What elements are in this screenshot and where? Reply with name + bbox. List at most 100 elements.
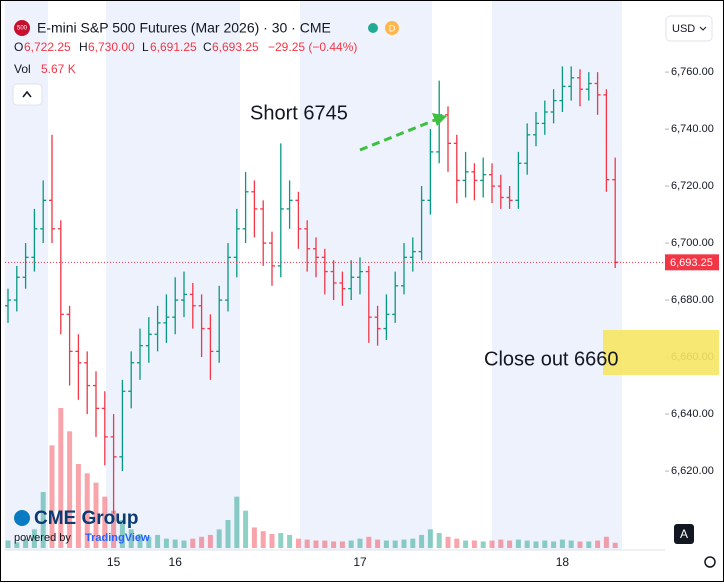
volume-bar bbox=[31, 529, 37, 548]
volume-bar bbox=[234, 496, 240, 548]
volume-bar bbox=[278, 533, 284, 548]
volume-bar bbox=[49, 445, 55, 548]
status-dot bbox=[368, 23, 378, 33]
ohlc-label: L bbox=[142, 40, 149, 54]
ohlc-label: H bbox=[79, 40, 88, 54]
volume-bar bbox=[515, 539, 521, 548]
volume-bar bbox=[533, 541, 539, 548]
volume-bar bbox=[251, 527, 257, 548]
volume-bar bbox=[577, 541, 583, 548]
volume-bar bbox=[331, 541, 337, 548]
volume-bar bbox=[75, 464, 81, 548]
annotation: Short 6745 bbox=[250, 102, 348, 124]
x-tick-label: 16 bbox=[169, 555, 183, 569]
volume-bar bbox=[243, 510, 249, 548]
x-tick-label: 17 bbox=[353, 555, 367, 569]
volume-bar bbox=[383, 540, 389, 548]
currency-label: USD bbox=[672, 23, 695, 35]
collapse-button[interactable] bbox=[12, 83, 43, 106]
volume-bar bbox=[348, 540, 354, 548]
volume-bar bbox=[207, 534, 213, 548]
volume-bar bbox=[84, 473, 90, 548]
volume-bar bbox=[419, 534, 425, 548]
volume-bar bbox=[551, 541, 557, 548]
volume-bar bbox=[559, 539, 565, 548]
volume-bar bbox=[216, 529, 222, 548]
volume-bar bbox=[498, 539, 504, 548]
volume-bar bbox=[507, 540, 513, 548]
volume-bar bbox=[322, 540, 328, 548]
x-tick-label: 18 bbox=[556, 555, 570, 569]
currency-button[interactable] bbox=[665, 15, 713, 42]
volume-bar bbox=[489, 540, 495, 548]
volume-bar bbox=[410, 538, 416, 548]
symbol-logo bbox=[14, 20, 30, 36]
y-tick-label: 6,740.00 bbox=[671, 123, 714, 135]
ohlc-label: O bbox=[14, 40, 23, 54]
volume-bar bbox=[401, 539, 407, 548]
y-tick-label: 6,720.00 bbox=[671, 180, 714, 192]
volume-bar bbox=[463, 540, 469, 548]
volume-bar bbox=[313, 540, 319, 548]
last-price-box bbox=[665, 254, 719, 271]
symbol-title: E-mini S&P 500 Futures (Mar 2026) · 30 ·… bbox=[37, 20, 331, 36]
volume-bar bbox=[40, 492, 46, 548]
volume-bar bbox=[454, 538, 460, 548]
volume-bar bbox=[436, 533, 442, 548]
ohlc-change: −29.25 (−0.44%) bbox=[268, 40, 357, 54]
volume-bar bbox=[93, 482, 99, 548]
volume-bar bbox=[357, 538, 363, 548]
volume-bar bbox=[427, 529, 433, 548]
volume-bar bbox=[339, 541, 345, 548]
collapse-icon bbox=[22, 90, 32, 98]
volume-bar bbox=[58, 408, 64, 548]
volume-bar bbox=[287, 534, 293, 548]
y-tick-label: 6,620.00 bbox=[671, 465, 714, 477]
vol-value: 5.67 K bbox=[41, 62, 76, 76]
arrow-head bbox=[432, 113, 447, 126]
volume-bar bbox=[375, 539, 381, 548]
x-tick-label: 15 bbox=[107, 555, 121, 569]
currency-caret bbox=[699, 26, 707, 31]
auto-button[interactable] bbox=[674, 524, 694, 544]
volume-bar bbox=[471, 540, 477, 548]
volume-bar bbox=[586, 541, 592, 548]
volume-bar bbox=[524, 540, 530, 548]
session-band bbox=[492, 0, 622, 550]
y-tick-label: 6,700.00 bbox=[671, 237, 714, 249]
volume-bar bbox=[445, 536, 451, 548]
ohlc-value: 6,693.25 bbox=[212, 40, 259, 54]
y-tick-label: 6,760.00 bbox=[671, 66, 714, 78]
volume-bar bbox=[190, 538, 196, 548]
session-band bbox=[5, 0, 48, 550]
y-tick-label: 6,640.00 bbox=[671, 408, 714, 420]
volume-bar bbox=[568, 540, 574, 548]
highlight-box bbox=[603, 330, 719, 375]
volume-bar bbox=[23, 538, 29, 548]
volume-bar bbox=[155, 534, 161, 548]
settings-icon[interactable] bbox=[704, 556, 716, 568]
volume-bar bbox=[181, 540, 187, 548]
volume-bar bbox=[111, 510, 117, 548]
volume-bar bbox=[260, 531, 266, 548]
symbol-badge: 500 bbox=[17, 26, 28, 32]
vol-label: Vol bbox=[14, 62, 31, 76]
volume-bar bbox=[612, 542, 618, 548]
status-d bbox=[385, 21, 399, 35]
volume-bar bbox=[366, 536, 372, 548]
status-d-label: D bbox=[389, 23, 396, 33]
volume-bar bbox=[172, 539, 178, 548]
annotation: Close out 6660 bbox=[484, 348, 619, 370]
volume-bar bbox=[14, 542, 20, 548]
volume-bar bbox=[295, 538, 301, 548]
ohlc-value: 6,691.25 bbox=[150, 40, 197, 54]
volume-bar bbox=[480, 541, 486, 548]
powered-by: powered by bbox=[14, 532, 71, 544]
y-tick-label: 6,680.00 bbox=[671, 294, 714, 306]
ohlc-value: 6,722.25 bbox=[24, 40, 71, 54]
volume-bar bbox=[119, 520, 125, 548]
volume-bar bbox=[199, 536, 205, 548]
volume-bar bbox=[67, 431, 73, 548]
volume-bar bbox=[102, 496, 108, 548]
